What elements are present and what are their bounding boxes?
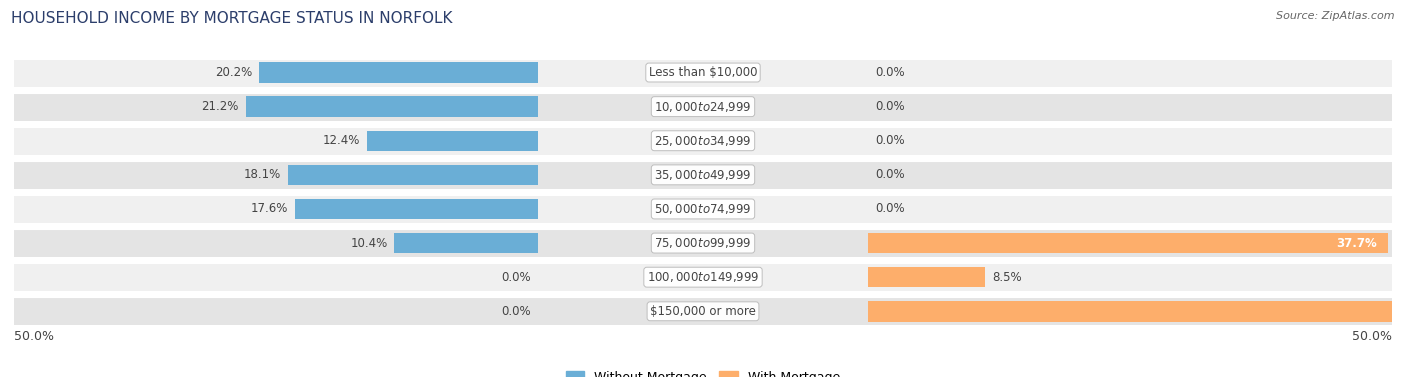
Text: 50.0%: 50.0% [14,330,53,343]
Bar [14,161,1392,189]
Bar [14,263,1392,291]
Bar [869,267,986,287]
Text: $75,000 to $99,999: $75,000 to $99,999 [654,236,752,250]
Bar [14,229,1392,257]
Text: 17.6%: 17.6% [250,202,288,216]
Text: 0.0%: 0.0% [875,169,905,181]
Text: 37.7%: 37.7% [1336,237,1376,250]
Bar [14,58,1392,86]
Bar [869,301,1406,322]
Text: 8.5%: 8.5% [993,271,1022,284]
Legend: Without Mortgage, With Mortgage: Without Mortgage, With Mortgage [561,366,845,377]
Text: HOUSEHOLD INCOME BY MORTGAGE STATUS IN NORFOLK: HOUSEHOLD INCOME BY MORTGAGE STATUS IN N… [11,11,453,26]
Bar [288,165,537,185]
Bar [14,297,1392,325]
Text: 0.0%: 0.0% [875,134,905,147]
Text: 0.0%: 0.0% [875,100,905,113]
Bar [14,93,1392,121]
Bar [869,233,1388,253]
Text: $150,000 or more: $150,000 or more [650,305,756,318]
Bar [367,130,537,151]
Text: $100,000 to $149,999: $100,000 to $149,999 [647,270,759,284]
Bar [246,97,537,117]
Text: $25,000 to $34,999: $25,000 to $34,999 [654,134,752,148]
Text: 50.0%: 50.0% [1353,330,1392,343]
Text: Less than $10,000: Less than $10,000 [648,66,758,79]
Text: $35,000 to $49,999: $35,000 to $49,999 [654,168,752,182]
Text: 0.0%: 0.0% [501,271,531,284]
Bar [14,195,1392,223]
Text: Source: ZipAtlas.com: Source: ZipAtlas.com [1277,11,1395,21]
Text: 0.0%: 0.0% [875,202,905,216]
Text: 21.2%: 21.2% [201,100,239,113]
Text: 18.1%: 18.1% [245,169,281,181]
Text: 20.2%: 20.2% [215,66,253,79]
Bar [14,127,1392,155]
Text: 0.0%: 0.0% [501,305,531,318]
Text: $10,000 to $24,999: $10,000 to $24,999 [654,100,752,113]
Bar [259,62,537,83]
Text: 10.4%: 10.4% [350,237,388,250]
Text: $50,000 to $74,999: $50,000 to $74,999 [654,202,752,216]
Text: 12.4%: 12.4% [322,134,360,147]
Bar [394,233,537,253]
Text: 0.0%: 0.0% [875,66,905,79]
Bar [295,199,537,219]
